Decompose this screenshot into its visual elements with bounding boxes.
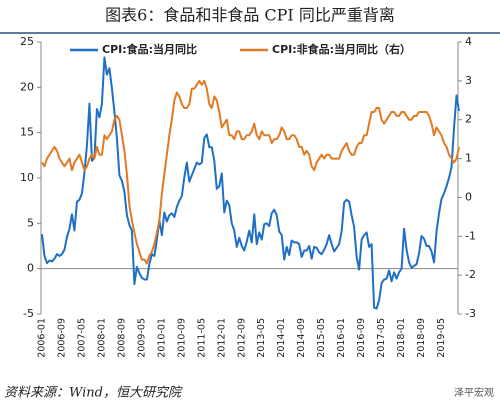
x-tick-label: 2014-09	[296, 318, 307, 358]
legend-label: CPI:食品:当月同比	[102, 42, 197, 56]
y2-tick-label: -1	[465, 229, 476, 242]
y-tick-label: 5	[27, 216, 34, 229]
x-tick-label: 2019-05	[436, 318, 447, 358]
x-tick-label: 2009-05	[136, 318, 147, 358]
series-line	[41, 79, 460, 265]
y2-tick-label: 4	[465, 35, 472, 48]
x-tick-label: 2012-09	[236, 318, 247, 358]
x-tick-label: 2016-09	[356, 318, 367, 358]
series-line	[41, 56, 460, 310]
x-tick-label: 2018-01	[396, 318, 407, 358]
y-tick-label: 20	[20, 80, 34, 93]
x-tick-label: 2016-01	[336, 318, 347, 358]
y2-tick-label: 0	[465, 190, 472, 203]
y2-tick-label: 3	[465, 74, 472, 87]
x-tick-label: 2007-05	[76, 318, 87, 358]
x-tick-label: 2018-09	[416, 318, 427, 358]
x-tick-label: 2012-01	[216, 318, 227, 358]
y2-tick-label: 1	[465, 152, 472, 165]
x-tick-label: 2011-05	[196, 318, 207, 358]
x-tick-label: 2017-05	[376, 318, 387, 358]
y-tick-label: 0	[27, 262, 34, 275]
y-tick-label: 25	[20, 35, 34, 48]
y-tick-label: -5	[23, 307, 34, 320]
x-tick-label: 2006-09	[56, 318, 67, 358]
y-tick-label: 15	[20, 126, 34, 139]
x-tick-label: 2008-09	[116, 318, 127, 358]
y2-tick-label: -3	[465, 307, 476, 320]
x-tick-label: 2013-05	[256, 318, 267, 358]
watermark: 泽平宏观	[454, 386, 494, 399]
y2-tick-label: 2	[465, 113, 472, 126]
x-tick-label: 2010-01	[156, 318, 167, 358]
y-tick-label: 10	[20, 171, 34, 184]
x-tick-label: 2008-01	[96, 318, 107, 358]
x-tick-label: 2015-05	[316, 318, 327, 358]
x-tick-label: 2010-09	[176, 318, 187, 358]
chart-title: 图表6：食品和非食品 CPI 同比严重背离	[105, 6, 395, 25]
source-note: 资料来源：Wind，恒大研究院	[4, 385, 183, 401]
x-tick-label: 2014-01	[276, 318, 287, 358]
y2-tick-label: -2	[465, 268, 476, 281]
legend-label: CPI:非食品:当月同比（右）	[272, 42, 411, 56]
x-tick-label: 2006-01	[37, 318, 48, 358]
